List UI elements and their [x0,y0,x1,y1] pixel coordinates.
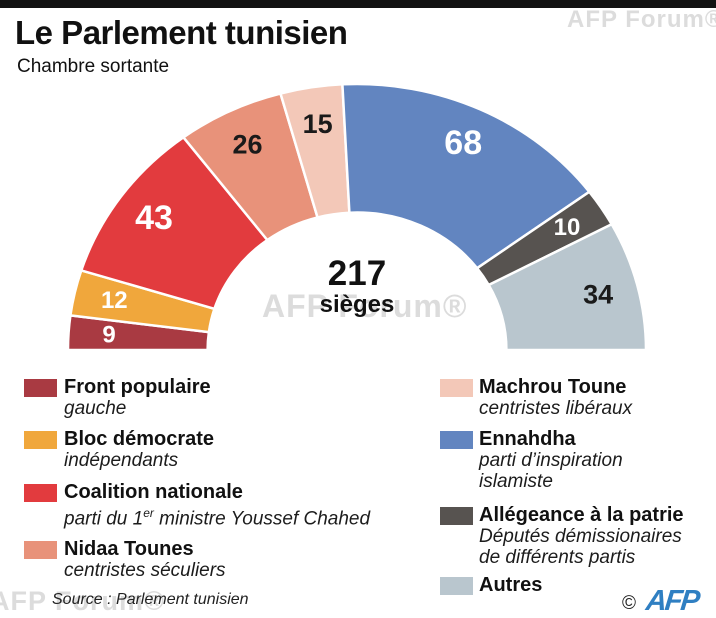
legend-desc: de différents partis [479,547,636,568]
legend-desc: centristes libéraux [479,398,633,419]
legend-swatch-autres [440,577,473,595]
legend-name: Bloc démocrate [64,428,215,450]
legend-swatch-ennahdha [440,431,473,449]
seat-count-label: 68 [444,124,482,162]
legend-swatch-coalition-nationale [24,484,57,502]
seat-count-label: 26 [232,130,262,160]
legend-desc: islamiste [479,471,553,492]
legend-name: Ennahdha [479,428,576,450]
legend-swatch-nidaa-tounes [24,541,57,559]
legend-desc: centristes séculiers [64,560,226,581]
total-seats-unit: sièges [319,291,395,318]
source-caption: Source : Parlement tunisien [52,591,249,608]
legend-item-autres: Autres [479,574,542,596]
donut-segment-autres [486,222,648,352]
legend-name: Allégeance à la patrie [479,504,684,526]
legend-item-coalition-nationale: Coalition nationale parti du 1er ministr… [64,481,370,529]
legend-name: Autres [479,574,543,596]
legend-swatch-allegeance [440,507,473,525]
legend-item-ennahdha: Ennahdha parti d’inspiration islamiste [479,428,623,492]
seat-count-label: 43 [135,199,173,237]
afp-logo: AFP [644,585,700,617]
legend-item-allegeance: Allégeance à la patrie Députés démission… [479,504,684,568]
seat-count-label: 12 [101,287,128,314]
top-black-bar [0,0,716,8]
legend-swatch-front-populaire [24,379,57,397]
legend-desc: Députés démissionaires [479,526,682,547]
copyright-symbol: © [622,593,636,614]
legend-desc: parti du 1er ministre Youssef Chahed [64,506,371,530]
afp-forum-watermark-top: AFP Forum® [567,6,716,33]
afp-forum-watermark-bottom: AFP Forum® [0,586,165,616]
legend-name: Machrou Toune [479,376,627,398]
page-title: Le Parlement tunisien [15,14,348,51]
legend-item-bloc-democrate: Bloc démocrate indépendants [64,428,214,471]
legend-name: Nidaa Tounes [64,538,194,560]
seat-count-label: 34 [583,279,613,309]
legend-desc: gauche [64,398,127,419]
total-seats-block: 217 sièges [257,256,457,317]
legend-swatch-machrou-toune [440,379,473,397]
seat-count-label: 10 [554,214,581,241]
legend-desc: indépendants [64,450,179,471]
legend-desc: parti d’inspiration [479,450,623,471]
seat-count-label: 15 [303,109,333,139]
legend-item-nidaa-tounes: Nidaa Tounes centristes séculiers [64,538,226,581]
seat-count-label: 9 [102,322,115,349]
legend-name: Coalition nationale [64,481,243,503]
legend-item-front-populaire: Front populaire gauche [64,376,211,419]
legend-item-machrou-toune: Machrou Toune centristes libéraux [479,376,632,419]
afp-forum-watermark-center: AFP Forum® [262,288,468,324]
total-seats-value: 217 [327,254,387,293]
donut-segment-ennahdha [341,82,592,270]
page-subtitle: Chambre sortante [17,56,170,77]
legend-swatch-bloc-democrate [24,431,57,449]
legend-name: Front populaire [64,376,211,398]
